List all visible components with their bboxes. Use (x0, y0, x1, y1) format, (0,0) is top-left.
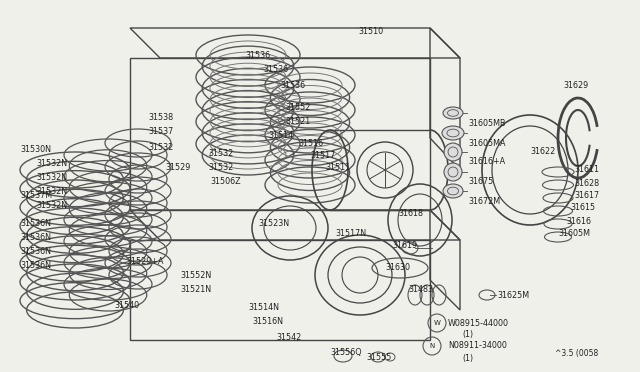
Text: 31532N: 31532N (36, 158, 67, 167)
Text: 31510: 31510 (358, 28, 383, 36)
Text: N: N (429, 343, 435, 349)
Text: 31530N: 31530N (20, 144, 51, 154)
Text: ^3.5 (0058: ^3.5 (0058 (555, 349, 598, 358)
Text: 31536N: 31536N (20, 247, 51, 256)
Text: 31552N: 31552N (180, 270, 211, 279)
Text: 31625M: 31625M (497, 291, 529, 299)
Text: 31532: 31532 (148, 142, 173, 151)
Text: 31628: 31628 (574, 179, 599, 187)
Ellipse shape (444, 163, 462, 181)
Text: 31517N: 31517N (335, 228, 366, 237)
Text: 31630: 31630 (385, 263, 410, 273)
Text: 31629: 31629 (563, 81, 588, 90)
Ellipse shape (443, 184, 463, 198)
Text: 31552: 31552 (285, 103, 310, 112)
Text: 31483: 31483 (408, 285, 433, 295)
Text: 31514N: 31514N (248, 304, 279, 312)
Text: 31516: 31516 (298, 138, 323, 148)
Text: 31511: 31511 (325, 164, 350, 173)
Text: 31555: 31555 (366, 353, 392, 362)
Text: 31529: 31529 (165, 164, 190, 173)
Text: 31523N: 31523N (258, 219, 289, 228)
Text: 31616+A: 31616+A (468, 157, 505, 167)
Text: 31540: 31540 (114, 301, 139, 310)
Text: (1): (1) (462, 330, 473, 340)
Text: 31618: 31618 (398, 209, 423, 218)
Text: 31538: 31538 (148, 113, 173, 122)
Text: 31516N: 31516N (252, 317, 283, 326)
Text: (1): (1) (462, 353, 473, 362)
Text: 31672M: 31672M (468, 196, 500, 205)
Ellipse shape (442, 126, 464, 140)
Text: 31536: 31536 (280, 80, 305, 90)
Text: 31521: 31521 (285, 116, 310, 125)
Text: 31675: 31675 (468, 177, 493, 186)
Text: 31529+A: 31529+A (126, 257, 163, 266)
Text: 31521N: 31521N (180, 285, 211, 294)
Text: 31532N: 31532N (36, 186, 67, 196)
Text: 31542: 31542 (276, 333, 301, 341)
Text: N08911-34000: N08911-34000 (448, 341, 507, 350)
Text: 31536N: 31536N (20, 218, 51, 228)
Text: 31532: 31532 (208, 163, 233, 171)
Text: 31536: 31536 (263, 65, 288, 74)
Text: 31556Q: 31556Q (330, 349, 362, 357)
Text: W08915-44000: W08915-44000 (448, 318, 509, 327)
Text: 31615: 31615 (570, 203, 595, 212)
Text: 31617: 31617 (574, 192, 599, 201)
Text: 31537: 31537 (148, 128, 173, 137)
Text: 31611: 31611 (574, 166, 599, 174)
Text: 31514: 31514 (268, 131, 293, 141)
Text: 31517: 31517 (310, 151, 335, 160)
Text: 31616: 31616 (566, 217, 591, 225)
Text: 31619: 31619 (392, 241, 417, 250)
Text: 31532N: 31532N (36, 201, 67, 209)
Ellipse shape (443, 107, 463, 119)
Text: 31605M: 31605M (558, 230, 590, 238)
Text: 31532N: 31532N (36, 173, 67, 182)
Text: 31532: 31532 (208, 148, 233, 157)
Text: 31536: 31536 (245, 51, 270, 60)
Text: 31506Z: 31506Z (210, 176, 241, 186)
Text: W: W (433, 320, 440, 326)
Text: 31537M: 31537M (20, 192, 52, 201)
Text: 31605MA: 31605MA (468, 138, 506, 148)
Text: 31536N: 31536N (20, 232, 51, 241)
Text: 31622: 31622 (530, 148, 556, 157)
Text: 31536N: 31536N (20, 260, 51, 269)
Ellipse shape (444, 143, 462, 161)
Text: 31605MB: 31605MB (468, 119, 506, 128)
